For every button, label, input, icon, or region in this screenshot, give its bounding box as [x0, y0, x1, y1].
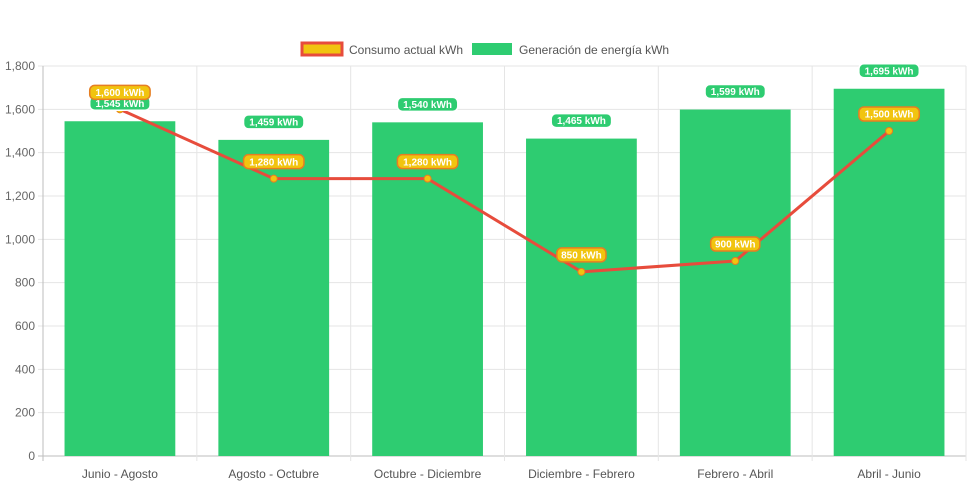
- y-tick-label: 800: [15, 276, 35, 290]
- bar-value-label: 1,545 kWh: [95, 99, 144, 110]
- line-value-label: 900 kWh: [715, 240, 756, 251]
- y-tick-label: 1,000: [5, 232, 35, 246]
- line-value-label-bg: [88, 84, 151, 101]
- x-tick-label: Agosto - Octubre: [228, 467, 319, 481]
- legend-label-consumo[interactable]: Consumo actual kWh: [349, 43, 463, 57]
- y-tick-label: 1,600: [5, 102, 35, 116]
- y-tick-label: 1,400: [5, 146, 35, 160]
- line-point[interactable]: [577, 267, 586, 276]
- y-tick-label: 0: [28, 449, 35, 463]
- bar-value-label: 1,459 kWh: [249, 117, 298, 128]
- y-tick-label: 600: [15, 319, 35, 333]
- y-tick-label: 400: [15, 362, 35, 376]
- axes: 0 200 400 600 800 1,000 1,200 1,400 1,600 1,800 Ju…: [5, 59, 921, 481]
- bar[interactable]: [372, 122, 483, 456]
- line-point[interactable]: [423, 174, 432, 183]
- line-value-label: 1,280 kWh: [403, 157, 452, 168]
- line-value-label-bg: [709, 236, 761, 252]
- bar[interactable]: [218, 139, 330, 456]
- x-tick-label: Abril - Junio: [857, 467, 921, 481]
- x-tick-label: Junio - Agosto: [82, 467, 158, 481]
- legend: Consumo actual kWh Generación de energía …: [300, 41, 669, 57]
- y-tick-label: 200: [15, 406, 35, 420]
- data-labels: 1,545 kWh 1,459 kWh 1,540 kWh 1,465 kWh 1,59…: [88, 63, 921, 263]
- line-point[interactable]: [731, 257, 740, 265]
- line-point[interactable]: [269, 174, 278, 183]
- bar-value-label-bg: [242, 114, 305, 130]
- line-value-label-bg: [556, 247, 607, 263]
- line-value-label-bg: [242, 153, 305, 170]
- grid-lines: [38, 65, 967, 461]
- line-value-label: 1,500 kWh: [865, 110, 914, 121]
- bar-value-label: 1,599 kWh: [711, 87, 760, 98]
- y-tick-label: 1,800: [5, 59, 35, 73]
- line-value-label: 850 kWh: [561, 250, 602, 261]
- bar-value-label-bg: [396, 96, 459, 113]
- line-value-label-bg: [858, 106, 921, 122]
- line-point[interactable]: [885, 127, 894, 135]
- bar[interactable]: [679, 109, 791, 457]
- bar-value-label-bg: [858, 63, 921, 79]
- x-tick-label: Diciembre - Febrero: [528, 467, 635, 481]
- legend-label-generacion[interactable]: Generación de energía kWh: [519, 43, 669, 57]
- bar[interactable]: [526, 138, 637, 457]
- legend-swatch-consumo[interactable]: [300, 41, 344, 57]
- x-tick-label: Octubre - Diciembre: [374, 467, 482, 481]
- bar[interactable]: [833, 88, 945, 456]
- line-value-label: 1,280 kWh: [249, 157, 298, 168]
- bar-value-label: 1,465 kWh: [557, 116, 606, 127]
- line-value-label: 1,600 kWh: [95, 88, 144, 99]
- bar-value-label: 1,695 kWh: [865, 66, 914, 77]
- bar-value-label-bg: [704, 83, 767, 100]
- x-tick-label: Febrero - Abril: [697, 467, 773, 481]
- bar-value-label-bg: [550, 112, 613, 129]
- bar-value-label: 1,540 kWh: [403, 100, 452, 111]
- legend-swatch-generacion[interactable]: [472, 43, 512, 55]
- bar[interactable]: [64, 121, 176, 456]
- line-value-label-bg: [396, 153, 459, 170]
- y-tick-label: 1,200: [5, 189, 35, 203]
